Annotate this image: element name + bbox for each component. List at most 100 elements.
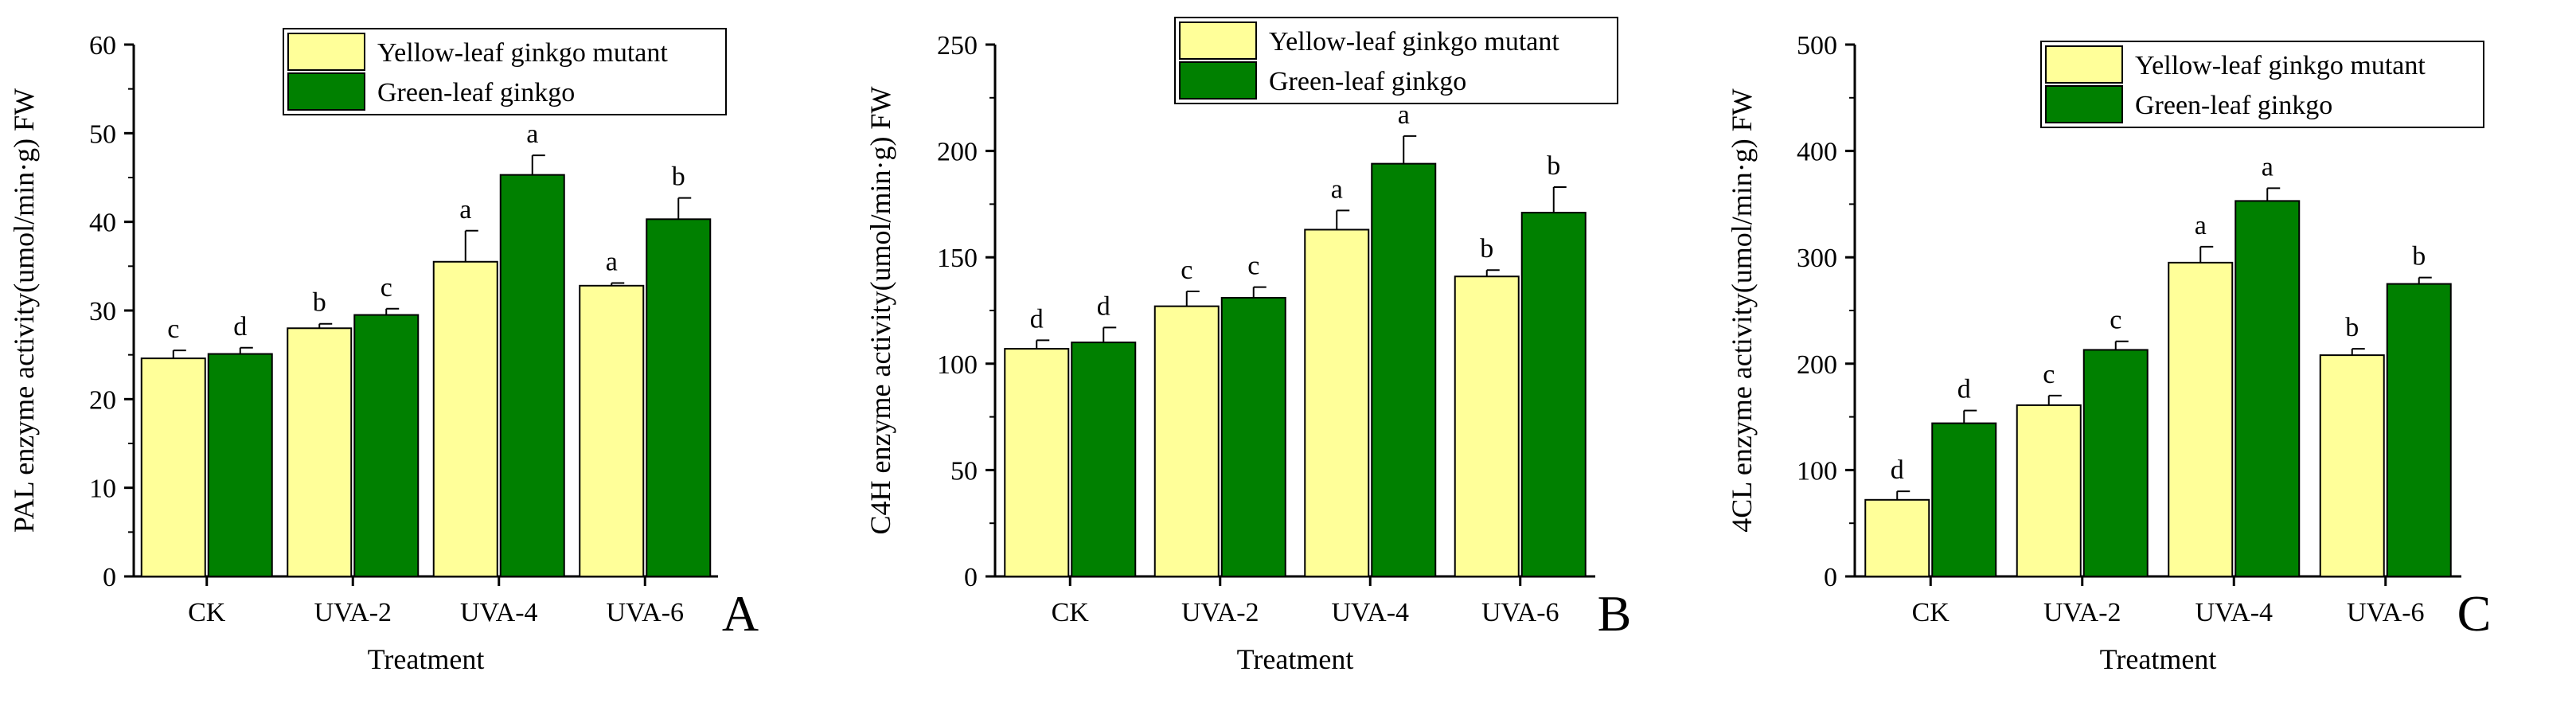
bar-yellow-uva-2 <box>2016 404 2082 577</box>
y-axis-title: PAL enzyme activity(umol/min·g) FW <box>8 88 40 533</box>
bar-green-uva-6 <box>2386 283 2452 577</box>
bar-green-uva-4 <box>2234 200 2301 577</box>
y-tick-label: 10 <box>89 475 116 504</box>
bar-yellow-uva-6 <box>1454 275 1520 577</box>
bar-yellow-uva-4 <box>2168 261 2234 577</box>
bar-green-ck <box>1931 422 1997 578</box>
significance-letter: a <box>606 247 618 276</box>
y-tick-label: 100 <box>1797 456 1837 486</box>
significance-letter: a <box>1398 100 1410 130</box>
significance-letter: a <box>526 119 538 149</box>
bar-yellow-ck <box>140 357 206 577</box>
significance-letter: b <box>2412 242 2426 271</box>
y-axis-title: C4H enzyme activity(umol/min·g) FW <box>865 87 896 535</box>
x-tick-label: UVA-2 <box>1181 598 1259 627</box>
y-tick-label: 400 <box>1797 138 1837 167</box>
chart-panel-b: 0 50 100 150 200 250 CK UVA-2 UVA-4 UVA-6 d c a b d c a b… <box>865 17 1632 675</box>
x-tick-label: CK <box>188 598 226 627</box>
legend-swatch <box>2045 85 2123 123</box>
significance-letter: b <box>313 288 326 318</box>
y-tick-label: 150 <box>937 244 978 273</box>
bar-green-uva-2 <box>353 314 420 577</box>
x-tick-label: UVA-6 <box>606 598 684 627</box>
y-tick-label: 300 <box>1797 244 1837 273</box>
bar-green-uva-2 <box>1220 296 1286 577</box>
y-tick-label: 500 <box>1797 31 1837 61</box>
x-tick-label: CK <box>1912 598 1950 627</box>
legend-label: Green-leaf ginkgo <box>2135 91 2332 120</box>
significance-letter: d <box>233 312 247 342</box>
y-tick-label: 0 <box>964 563 978 592</box>
legend: Yellow-leaf ginkgo mutant Green-leaf gink… <box>1174 17 1618 104</box>
significance-letter: d <box>1030 304 1044 334</box>
legend: Yellow-leaf ginkgo mutant Green-leaf gink… <box>283 28 727 115</box>
x-tick-label: UVA-4 <box>460 598 538 627</box>
significance-letter: b <box>2345 313 2359 342</box>
y-tick-label: 200 <box>937 138 978 167</box>
significance-letter: a <box>459 195 471 225</box>
bar-green-uva-6 <box>1520 212 1587 577</box>
bar-yellow-uva-2 <box>287 327 353 577</box>
bar-yellow-ck <box>1864 498 1930 577</box>
x-tick-label: UVA-4 <box>1331 598 1409 627</box>
significance-letter: b <box>1480 234 1493 264</box>
legend-label: Yellow-leaf ginkgo mutant <box>377 38 668 68</box>
y-tick-label: 250 <box>937 31 978 61</box>
bar-green-ck <box>1071 342 1137 577</box>
panel-letter: A <box>722 585 759 642</box>
chart-panel-c: 0 100 200 300 400 500 CK UVA-2 UVA-4 UVA-6 d c a b d c a… <box>1726 31 2491 675</box>
legend-swatch <box>2045 45 2123 84</box>
significance-letter: d <box>1891 455 1904 485</box>
legend-label: Yellow-leaf ginkgo mutant <box>1269 27 1559 57</box>
y-tick-label: 40 <box>89 209 116 238</box>
y-tick-label: 200 <box>1797 350 1837 380</box>
chart-panel-a: 0 10 20 30 40 50 60 CK UVA-2 UVA-4 UVA-6 c b a a d c a b Tr… <box>8 28 759 675</box>
legend-swatch <box>287 72 365 111</box>
y-tick-label: 20 <box>89 385 116 415</box>
x-tick-label: UVA-6 <box>2347 598 2425 627</box>
y-tick-label: 100 <box>937 350 978 380</box>
bar-yellow-ck <box>1004 348 1070 577</box>
y-tick-label: 0 <box>103 563 116 592</box>
legend-label: Yellow-leaf ginkgo mutant <box>2135 51 2426 80</box>
x-tick-label: UVA-6 <box>1481 598 1559 627</box>
bar-yellow-uva-6 <box>2319 354 2385 577</box>
significance-letter: a <box>1331 174 1343 204</box>
significance-letter: c <box>2110 306 2121 335</box>
bar-yellow-uva-2 <box>1153 305 1220 577</box>
y-tick-label: 0 <box>1824 563 1837 592</box>
bar-green-uva-2 <box>2082 349 2149 577</box>
bar-yellow-uva-4 <box>1304 228 1370 577</box>
significance-letter: c <box>1247 252 1259 281</box>
panel-letter: B <box>1598 585 1632 642</box>
bar-green-uva-4 <box>1371 162 1437 577</box>
significance-letter: c <box>381 273 392 303</box>
significance-letter: a <box>2195 211 2207 240</box>
x-tick-label: UVA-2 <box>2043 598 2121 627</box>
legend-swatch <box>1179 61 1257 100</box>
legend-label: Green-leaf ginkgo <box>377 78 575 107</box>
bar-green-uva-4 <box>499 174 565 577</box>
x-tick-label: UVA-2 <box>314 598 392 627</box>
legend-swatch <box>287 33 365 71</box>
panel-letter: C <box>2457 585 2492 642</box>
bar-green-uva-6 <box>646 218 712 577</box>
y-tick-label: 50 <box>950 456 978 486</box>
x-axis-title: Treatment <box>2100 643 2217 675</box>
significance-letter: c <box>2043 360 2055 389</box>
x-tick-label: UVA-4 <box>2195 598 2273 627</box>
x-axis-title: Treatment <box>1237 643 1354 675</box>
y-tick-label: 30 <box>89 297 116 326</box>
x-axis-title: Treatment <box>368 643 485 675</box>
bar-yellow-uva-6 <box>579 284 645 577</box>
y-axis-title: 4CL enzyme activity(umol/min·g) FW <box>1726 88 1758 533</box>
significance-letter: a <box>2262 152 2274 182</box>
bar-green-ck <box>207 353 273 577</box>
significance-letter: b <box>672 162 685 192</box>
y-tick-label: 60 <box>89 31 116 61</box>
significance-letter: c <box>1181 256 1192 285</box>
significance-letter: c <box>167 314 179 344</box>
x-tick-label: CK <box>1052 598 1090 627</box>
